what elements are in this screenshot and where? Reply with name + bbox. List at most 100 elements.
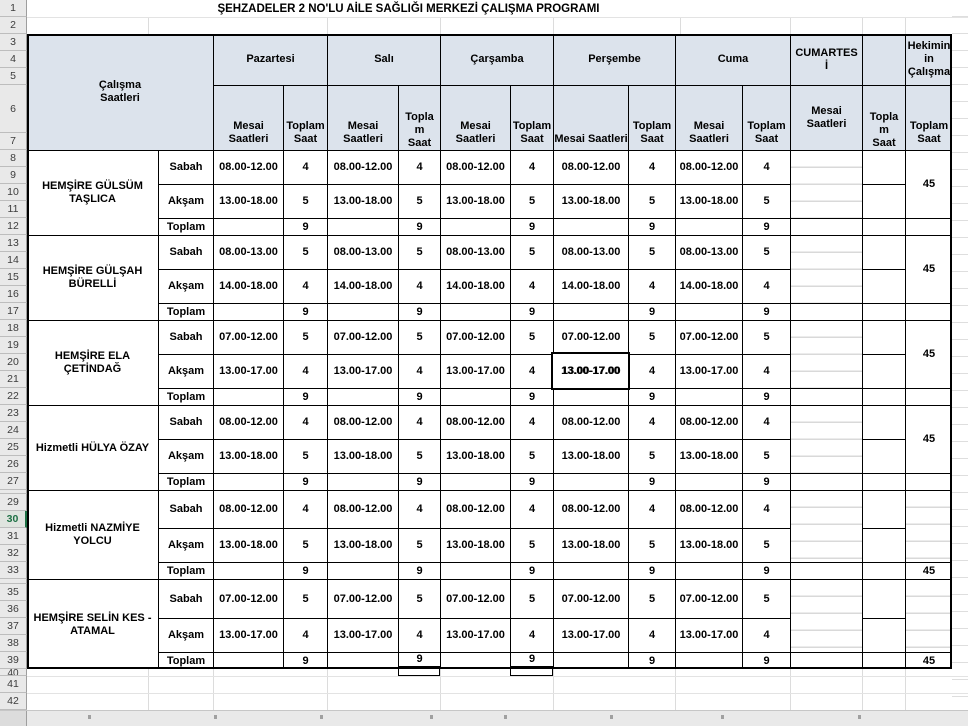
staff-4-sabah-pazartesi-mesai[interactable]: 08.00-12.00 [213, 405, 283, 439]
row-header-9[interactable]: 9 [0, 167, 27, 184]
staff-4-sabah-persembe-mesai[interactable]: 08.00-12.00 [553, 405, 628, 439]
staff-2-toplam-carsamba-mesai[interactable] [440, 303, 510, 320]
staff-1-aksam-cuma-mesai[interactable]: 13.00-18.00 [675, 184, 742, 218]
staff-2-toplam-sali-mesai[interactable] [327, 303, 398, 320]
staff-3-name[interactable]: HEMŞİRE ELA ÇETİNDAĞ [27, 320, 158, 405]
row-header-24[interactable]: 24 [0, 422, 27, 439]
staff-2-sabah-cuma-saat[interactable]: 5 [742, 235, 790, 269]
row-header-31[interactable]: 31 [0, 528, 27, 545]
staff-1-cumartesi-mesai[interactable] [790, 150, 862, 218]
staff-5-aksam-persembe-mesai[interactable]: 13.00-18.00 [553, 528, 628, 562]
staff-1-cumartesi-toplam-mesai[interactable] [790, 218, 862, 235]
row-header-11[interactable]: 11 [0, 201, 27, 218]
staff-3-sabah-cuma-mesai[interactable]: 07.00-12.00 [675, 320, 742, 354]
staff-5-cumartesi-mesai[interactable] [790, 490, 862, 562]
staff-1-sabah-pazartesi-saat[interactable]: 4 [283, 150, 327, 184]
row-header-2[interactable]: 2 [0, 17, 27, 34]
row-header-12[interactable]: 12 [0, 218, 27, 235]
row-header-41[interactable]: 41 [0, 676, 27, 693]
staff-1-sabah-sali-saat[interactable]: 4 [398, 150, 440, 184]
staff-3-aksam-cuma-mesai[interactable]: 13.00-17.00 [675, 354, 742, 388]
active-cell[interactable]: 13.00-17.00 [551, 352, 630, 390]
staff-6-weekly-total-upper-cell[interactable] [905, 579, 952, 652]
staff-2-aksam-carsamba-saat[interactable]: 4 [510, 269, 553, 303]
subheader-persembe-mesai[interactable]: Mesai Saatleri [553, 85, 628, 150]
staff-1-toplam-cuma-saat[interactable]: 9 [742, 218, 790, 235]
staff-3-sabah-persembe-saat[interactable]: 5 [628, 320, 675, 354]
staff-2-cumartesi-sabah-saat[interactable] [862, 235, 905, 269]
staff-5-sabah-pazartesi-mesai[interactable]: 08.00-12.00 [213, 490, 283, 528]
staff-5-toplam-label[interactable]: Toplam [158, 562, 213, 579]
subheader-carsamba-toplam[interactable]: Toplam Saat [510, 85, 553, 150]
staff-4-cumartesi-sabah-saat[interactable] [862, 405, 905, 439]
staff-6-sabah-persembe-saat[interactable]: 5 [628, 579, 675, 618]
staff-3-toplam-cuma-mesai[interactable] [675, 388, 742, 405]
staff-4-cumartesi-toplam-mesai[interactable] [790, 473, 862, 490]
staff-1-sabah-persembe-mesai[interactable]: 08.00-12.00 [553, 150, 628, 184]
staff-1-toplam-pazartesi-saat[interactable]: 9 [283, 218, 327, 235]
staff-1-aksam-carsamba-saat[interactable]: 5 [510, 184, 553, 218]
staff-5-weekly-total-upper-cell[interactable] [905, 490, 952, 562]
staff-6-sabah-pazartesi-mesai[interactable]: 07.00-12.00 [213, 579, 283, 618]
staff-5-aksam-carsamba-mesai[interactable]: 13.00-18.00 [440, 528, 510, 562]
staff-3-aksam-sali-mesai[interactable]: 13.00-17.00 [327, 354, 398, 388]
staff-3-sabah-carsamba-saat[interactable]: 5 [510, 320, 553, 354]
staff-4-sabah-persembe-saat[interactable]: 4 [628, 405, 675, 439]
row-header-26[interactable]: 26 [0, 456, 27, 473]
staff-4-toplam-sali-saat[interactable]: 9 [398, 473, 440, 490]
staff-6-aksam-carsamba-saat[interactable]: 4 [510, 618, 553, 652]
staff-5-aksam-pazartesi-saat[interactable]: 5 [283, 528, 327, 562]
staff-6-toplam-cuma-mesai[interactable] [675, 652, 742, 669]
row-header-32[interactable]: 32 [0, 545, 27, 562]
staff-1-toplam-sali-mesai[interactable] [327, 218, 398, 235]
staff-3-sabah-label[interactable]: Sabah [158, 320, 213, 354]
staff-4-cumartesi-toplam-saat[interactable] [862, 473, 905, 490]
subheader-pazartesi-toplam[interactable]: Toplam Saat [283, 85, 327, 150]
staff-2-weekly-total-toplam-cell[interactable] [905, 303, 952, 320]
staff-1-sabah-cuma-saat[interactable]: 4 [742, 150, 790, 184]
row-header-4[interactable]: 4 [0, 51, 27, 68]
row-header-8[interactable]: 8 [0, 150, 27, 167]
staff-3-sabah-cuma-saat[interactable]: 5 [742, 320, 790, 354]
staff-3-weekly-total[interactable]: 45 [905, 320, 952, 388]
row-header-35[interactable]: 35 [0, 584, 27, 601]
subheader-cumartesi-mesai[interactable]: Mesai Saatleri [790, 85, 862, 150]
staff-1-toplam-carsamba-mesai[interactable] [440, 218, 510, 235]
staff-3-toplam-sali-mesai[interactable] [327, 388, 398, 405]
row-header-3[interactable]: 3 [0, 34, 27, 51]
staff-2-aksam-sali-mesai[interactable]: 14.00-18.00 [327, 269, 398, 303]
staff-1-aksam-pazartesi-saat[interactable]: 5 [283, 184, 327, 218]
staff-3-toplam-label[interactable]: Toplam [158, 388, 213, 405]
staff-5-toplam-cuma-saat[interactable]: 9 [742, 562, 790, 579]
header-calisma-saatleri[interactable]: Çalışma Saatleri [27, 34, 213, 150]
staff-2-toplam-pazartesi-saat[interactable]: 9 [283, 303, 327, 320]
row-header-21[interactable]: 21 [0, 371, 27, 388]
staff-4-toplam-carsamba-saat[interactable]: 9 [510, 473, 553, 490]
staff-5-cumartesi-sabah-saat[interactable] [862, 490, 905, 528]
staff-2-weekly-total[interactable]: 45 [905, 235, 952, 303]
staff-5-toplam-pazartesi-mesai[interactable] [213, 562, 283, 579]
staff-1-sabah-label[interactable]: Sabah [158, 150, 213, 184]
row-header-17[interactable]: 17 [0, 303, 27, 320]
row-header-38[interactable]: 38 [0, 635, 27, 652]
row-header-40[interactable]: 40 [0, 669, 27, 676]
staff-3-aksam-carsamba-mesai[interactable]: 13.00-17.00 [440, 354, 510, 388]
subheader-persembe-toplam[interactable]: Toplam Saat [628, 85, 675, 150]
staff-4-sabah-carsamba-saat[interactable]: 4 [510, 405, 553, 439]
staff-2-sabah-cuma-mesai[interactable]: 08.00-13.00 [675, 235, 742, 269]
staff-5-sabah-pazartesi-saat[interactable]: 4 [283, 490, 327, 528]
staff-1-sabah-pazartesi-mesai[interactable]: 08.00-12.00 [213, 150, 283, 184]
subheader-carsamba-mesai[interactable]: Mesai Saatleri [440, 85, 510, 150]
staff-6-cumartesi-sabah-saat[interactable] [862, 579, 905, 618]
staff-2-toplam-carsamba-saat[interactable]: 9 [510, 303, 553, 320]
staff-3-toplam-cuma-saat[interactable]: 9 [742, 388, 790, 405]
staff-1-aksam-persembe-saat[interactable]: 5 [628, 184, 675, 218]
row-header-42[interactable]: 42 [0, 693, 27, 710]
staff-4-cumartesi-mesai[interactable] [790, 405, 862, 473]
staff-3-cumartesi-toplam-saat[interactable] [862, 388, 905, 405]
staff-3-aksam-label[interactable]: Akşam [158, 354, 213, 388]
staff-5-cumartesi-toplam-saat[interactable] [862, 562, 905, 579]
row-header-37[interactable]: 37 [0, 618, 27, 635]
staff-4-toplam-cuma-saat[interactable]: 9 [742, 473, 790, 490]
staff-6-sabah-cuma-saat[interactable]: 5 [742, 579, 790, 618]
